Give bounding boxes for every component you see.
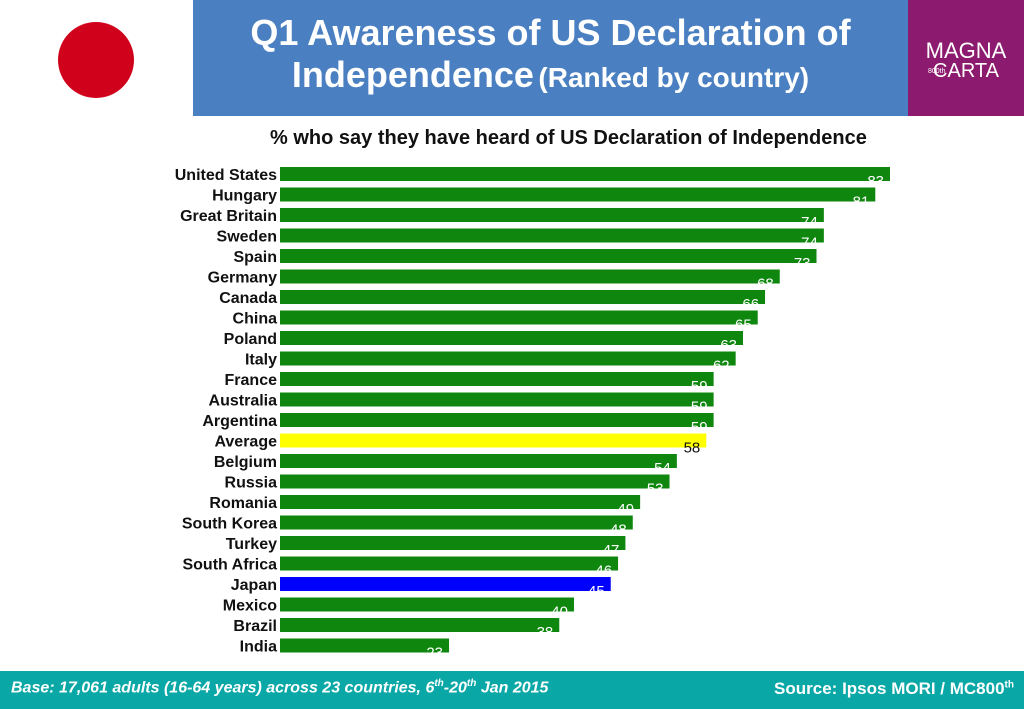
value-label: 49 (617, 501, 634, 518)
category-label: Poland (224, 331, 277, 348)
category-label: China (233, 311, 278, 328)
value-label: 74 (801, 235, 818, 252)
bar-russia (280, 474, 670, 489)
value-label: 53 (647, 481, 664, 498)
category-label: Mexico (223, 598, 277, 615)
category-label: Romania (209, 495, 277, 512)
value-label: 45 (588, 583, 605, 600)
value-label: 38 (537, 624, 554, 641)
title-banner: Q1 Awareness of US Declaration of Indepe… (193, 0, 908, 116)
title-line-2: Independence (291, 54, 534, 95)
category-label: Argentina (202, 413, 277, 430)
category-label: United States (175, 167, 277, 184)
value-label: 47 (603, 542, 620, 559)
bar-australia (280, 392, 714, 407)
bar-south-korea (280, 515, 633, 530)
title-suffix: (Ranked by country) (538, 62, 810, 93)
footer-bar: Base: 17,061 adults (16-64 years) across… (0, 671, 1024, 709)
bar-belgium (280, 454, 677, 468)
value-label: 40 (551, 604, 568, 621)
magna-carta-logo: MAGNA CARTA 800th (908, 0, 1024, 116)
logo-line-2: CARTA (933, 60, 999, 82)
bar-south-africa (280, 556, 619, 571)
bar-poland (280, 331, 744, 345)
category-label: Sweden (217, 229, 277, 246)
bar-mexico (280, 597, 574, 612)
bar-great-britain (280, 208, 824, 222)
value-label: 65 (735, 317, 752, 334)
category-label: Belgium (214, 454, 277, 471)
category-label: Japan (231, 577, 277, 594)
bar-hungary (280, 187, 876, 202)
category-label: France (225, 372, 278, 389)
value-label: 73 (794, 255, 811, 272)
value-label: 66 (742, 296, 759, 313)
category-label: India (240, 639, 277, 656)
value-label: 63 (720, 337, 737, 354)
category-label: Russia (225, 475, 278, 492)
category-label: Great Britain (180, 208, 277, 225)
value-label: 59 (691, 378, 708, 395)
base-note-part-3: Jan 2015 (476, 679, 549, 697)
bar-spain (280, 249, 817, 263)
base-note: Base: 17,061 adults (16-64 years) across… (11, 678, 548, 697)
category-label: Australia (209, 393, 278, 410)
bar-brazil (280, 618, 560, 632)
category-label: Canada (219, 290, 277, 307)
source-sup: th (1004, 679, 1014, 691)
bar-italy (280, 351, 736, 366)
bar-united-states (280, 167, 890, 181)
logo-badge: 800th (928, 68, 946, 75)
value-label: 23 (426, 645, 443, 659)
value-label: 58 (684, 440, 701, 457)
bar-japan (280, 577, 611, 591)
japan-flag (0, 0, 194, 116)
title-line-1: Q1 Awareness of US Declaration of (250, 12, 851, 53)
bar-argentina (280, 413, 714, 427)
base-note-sup-1: th (434, 678, 444, 689)
bar-india (280, 638, 450, 653)
bar-china (280, 310, 758, 325)
source-note: Source: Ipsos MORI / MC800th (774, 679, 1014, 699)
category-label: Turkey (226, 536, 277, 553)
bar-romania (280, 495, 641, 509)
bar-germany (280, 269, 780, 284)
category-label: Brazil (233, 618, 277, 635)
value-label: 54 (654, 460, 671, 477)
category-label: Hungary (212, 188, 277, 205)
bar-france (280, 372, 714, 386)
bar-chart: United States 83 Hungary 81 Great Britain 74 S… (175, 167, 890, 659)
value-label: 59 (691, 419, 708, 436)
base-note-part-2: -20 (443, 679, 467, 697)
value-label: 74 (801, 214, 818, 231)
category-label: South Africa (182, 557, 277, 574)
value-label: 83 (867, 173, 884, 190)
bar-canada (280, 290, 766, 304)
category-label: Average (214, 434, 277, 451)
value-label: 81 (853, 194, 870, 211)
category-label: South Korea (182, 516, 277, 533)
value-label: 46 (595, 563, 612, 580)
category-label: Spain (233, 249, 277, 266)
source-text: Source: Ipsos MORI / MC800 (774, 679, 1005, 698)
category-label: Germany (208, 270, 277, 287)
bar-turkey (280, 536, 626, 550)
value-label: 62 (713, 358, 730, 375)
value-label: 48 (610, 522, 627, 539)
page-title: Q1 Awareness of US Declaration of Indepe… (193, 12, 908, 104)
value-label: 59 (691, 399, 708, 416)
category-label: Italy (245, 352, 277, 369)
bar-average (280, 433, 707, 448)
base-note-part-1: Base: 17,061 adults (16-64 years) across… (11, 679, 435, 697)
bar-sweden (280, 228, 824, 243)
value-label: 68 (757, 276, 774, 293)
flag-sun-circle (58, 22, 134, 98)
chart-title: % who say they have heard of US Declarat… (270, 127, 867, 149)
base-note-sup-2: th (466, 678, 477, 689)
logo-line-1: MAGNA (925, 38, 1007, 63)
